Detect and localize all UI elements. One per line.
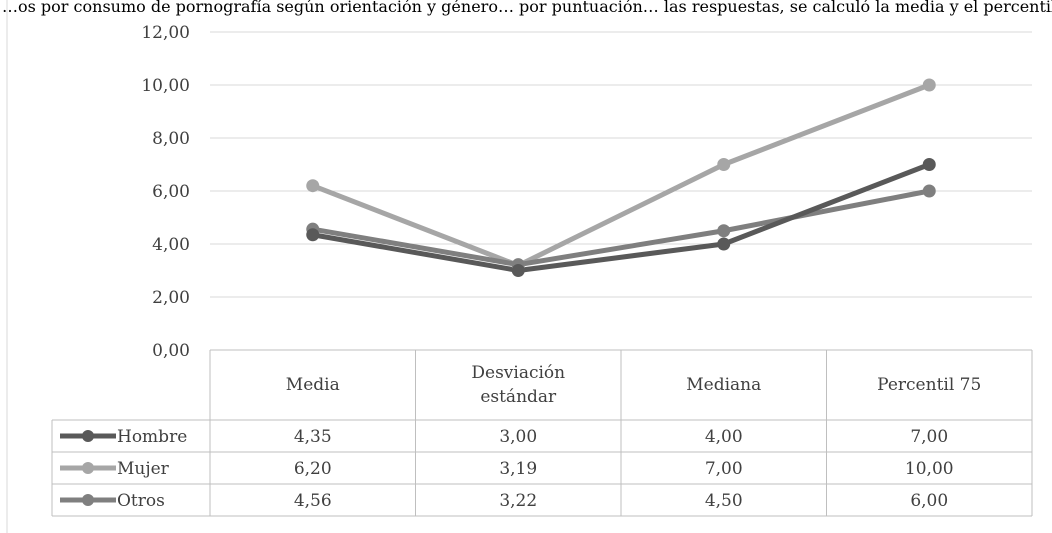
data-point-0-0: [306, 228, 320, 242]
y-tick-label-5: 10,00: [141, 76, 190, 96]
series-line-2: [310, 188, 932, 268]
data-point-1-0: [306, 179, 320, 193]
series-line-0: [310, 162, 932, 273]
legend-key-marker-1: [82, 462, 94, 474]
data-point-1-3: [922, 78, 936, 92]
table-cell-2-3: 6,00: [910, 491, 948, 511]
legend-key-marker-2: [82, 494, 94, 506]
table-cell-2-0: 4,56: [294, 491, 332, 511]
y-tick-label-2: 4,00: [152, 235, 190, 255]
table-cell-1-0: 6,20: [294, 459, 332, 479]
data-point-2-2: [717, 224, 731, 238]
y-tick-label-3: 6,00: [152, 182, 190, 202]
y-tick-label-6: 12,00: [141, 23, 190, 43]
y-tick-label-1: 2,00: [152, 288, 190, 308]
table-cell-1-1: 3,19: [499, 459, 537, 479]
y-tick-label-4: 8,00: [152, 129, 190, 149]
category-label-0: Media: [286, 375, 340, 395]
category-label-1-line2: estándar: [480, 387, 557, 407]
series-line-1: [310, 82, 932, 268]
data-point-0-3: [922, 158, 936, 171]
data-point-2-3: [922, 184, 936, 198]
table-cell-0-0: 4,35: [294, 427, 332, 447]
data-point-1-2: [717, 158, 731, 171]
category-label-3: Percentil 75: [877, 375, 981, 395]
table-cell-0-1: 3,00: [499, 427, 537, 447]
top-caption-text: …os por consumo de pornografía según ori…: [2, 0, 1052, 16]
data-point-0-2: [717, 237, 731, 251]
table-cell-0-2: 4,00: [705, 427, 743, 447]
legend-label-1: Mujer: [117, 459, 170, 479]
legend-label-0: Hombre: [117, 427, 187, 447]
legend-key-marker-0: [82, 430, 94, 442]
category-label-1-line1: Desviación: [471, 363, 565, 383]
table-cell-1-3: 10,00: [905, 459, 954, 479]
table-cell-2-1: 3,22: [499, 491, 537, 511]
category-label-2: Mediana: [686, 375, 761, 395]
legend-label-2: Otros: [117, 491, 165, 511]
table-cell-2-2: 4,50: [705, 491, 743, 511]
data-point-0-1: [511, 264, 525, 277]
table-cell-1-2: 7,00: [705, 459, 743, 479]
y-tick-label-0: 0,00: [152, 341, 190, 361]
table-cell-0-3: 7,00: [910, 427, 948, 447]
